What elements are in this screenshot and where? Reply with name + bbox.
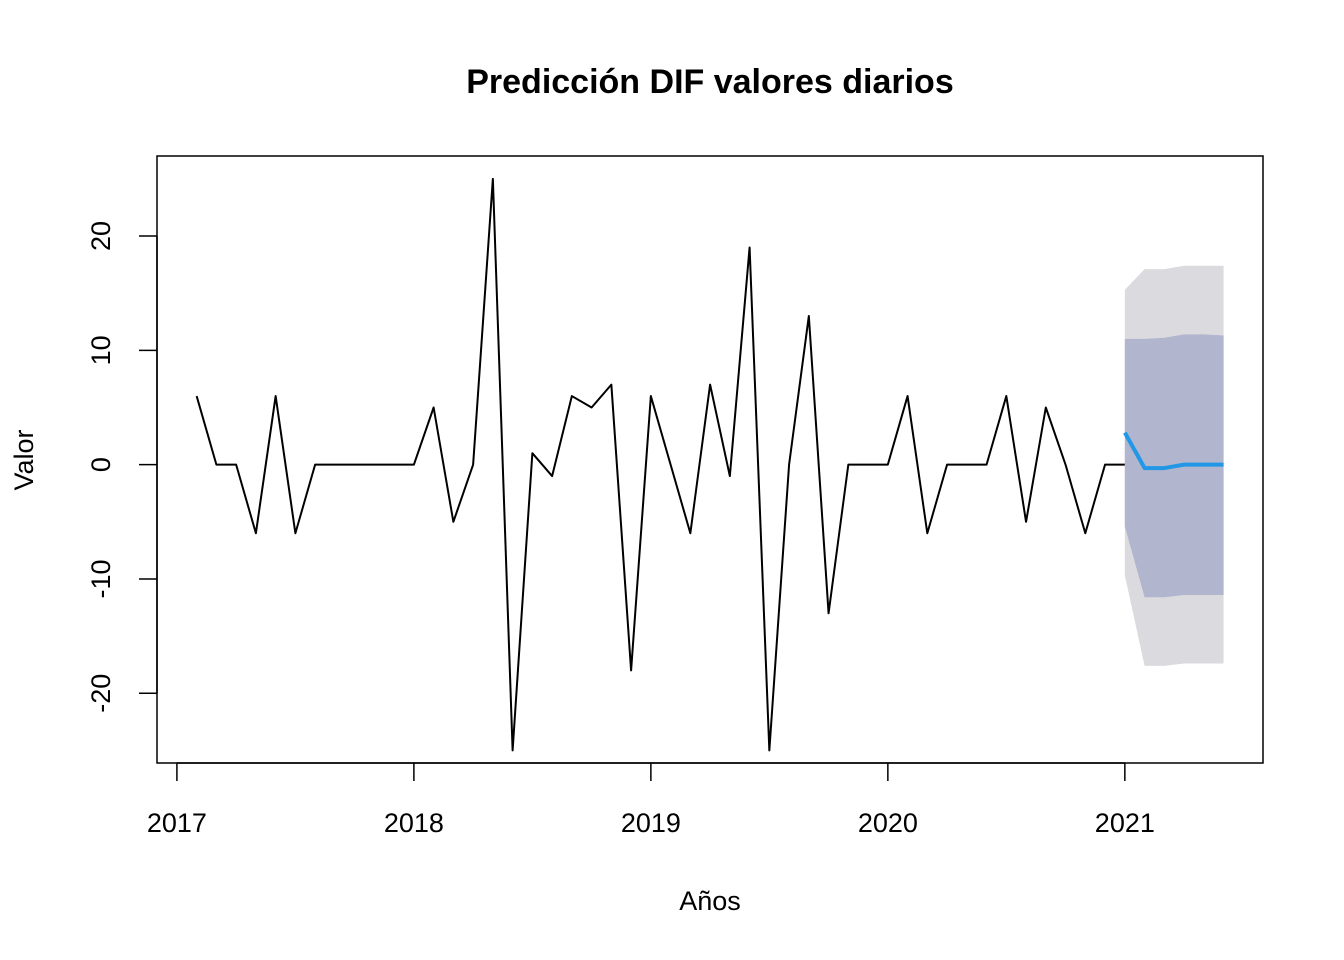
- x-axis-label: Años: [679, 886, 741, 916]
- y-axis-label: Valor: [9, 429, 39, 490]
- y-tick-label: 20: [86, 221, 116, 251]
- series-line-observed: [197, 179, 1125, 751]
- y-axis: -20 -10 0 10 20: [86, 221, 157, 713]
- x-tick-label: 2020: [858, 808, 918, 838]
- x-tick-label: 2017: [147, 808, 207, 838]
- x-tick-label: 2019: [621, 808, 681, 838]
- y-tick-label: -10: [86, 559, 116, 598]
- plot-frame: [157, 156, 1263, 763]
- series-lines: [197, 179, 1224, 751]
- y-tick-label: -20: [86, 674, 116, 713]
- chart-title: Predicción DIF valores diarios: [466, 63, 954, 101]
- x-axis: 2017 2018 2019 2020 2021: [147, 763, 1155, 838]
- x-tick-label: 2018: [384, 808, 444, 838]
- x-tick-label: 2021: [1095, 808, 1155, 838]
- y-tick-label: 0: [86, 457, 116, 472]
- y-tick-label: 10: [86, 335, 116, 365]
